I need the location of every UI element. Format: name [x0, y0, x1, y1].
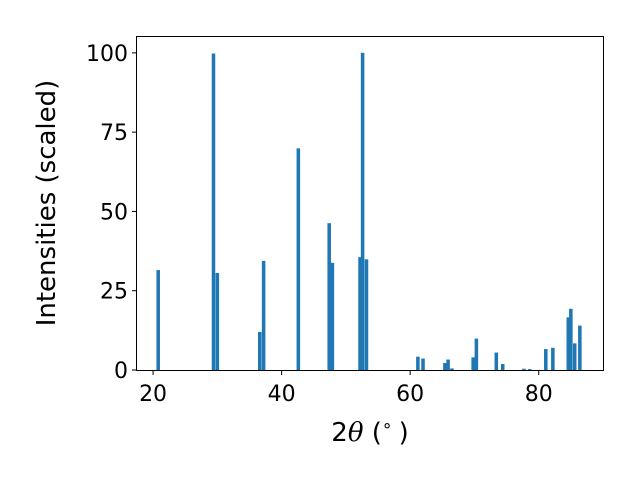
bar-13 [443, 363, 447, 370]
y-tick-label: 100 [86, 42, 128, 67]
bar-22 [544, 349, 548, 370]
y-tick-label: 50 [100, 200, 128, 225]
bar-18 [494, 352, 499, 370]
y-axis-ticks: 0 25 50 75 100 [86, 42, 137, 384]
bar-20 [522, 368, 526, 370]
x-axis-ticks: 20 40 60 80 [139, 370, 553, 407]
bar-11 [416, 356, 420, 370]
bar-19 [500, 363, 505, 370]
x-tick-label: 20 [139, 382, 167, 407]
x-tick-label: 60 [396, 382, 424, 407]
y-axis-label: Intensities (scaled) [32, 80, 62, 327]
bar-4 [261, 260, 266, 370]
bar-1 [211, 53, 216, 371]
y-tick-label: 75 [100, 121, 128, 146]
x-tick-label: 80 [525, 382, 553, 407]
x-tick-label: 40 [268, 382, 296, 407]
bar-5 [296, 148, 301, 370]
bar-26 [572, 343, 577, 370]
bar-15 [450, 368, 454, 370]
bar-27 [578, 325, 582, 370]
bar-2 [215, 272, 220, 370]
bar-25 [569, 308, 573, 370]
y-tick-label: 25 [100, 280, 128, 305]
x-axis-label: 2θ (∘) [331, 416, 408, 448]
bar-6 [327, 223, 331, 370]
bar-12 [421, 358, 425, 370]
bar-21 [527, 369, 532, 370]
bar-16 [471, 357, 475, 370]
bar-7 [330, 262, 335, 370]
bar-8 [358, 257, 362, 370]
bar-series [156, 52, 582, 371]
bar-0 [156, 270, 160, 370]
bar-14 [446, 359, 450, 370]
bar-24 [566, 317, 571, 370]
bar-23 [551, 347, 555, 370]
bar-3 [257, 331, 262, 370]
plot-frame [136, 36, 604, 371]
bar-10 [364, 259, 369, 370]
bar-9 [360, 52, 365, 370]
bar-17 [474, 338, 479, 370]
y-tick-label: 0 [114, 359, 128, 384]
